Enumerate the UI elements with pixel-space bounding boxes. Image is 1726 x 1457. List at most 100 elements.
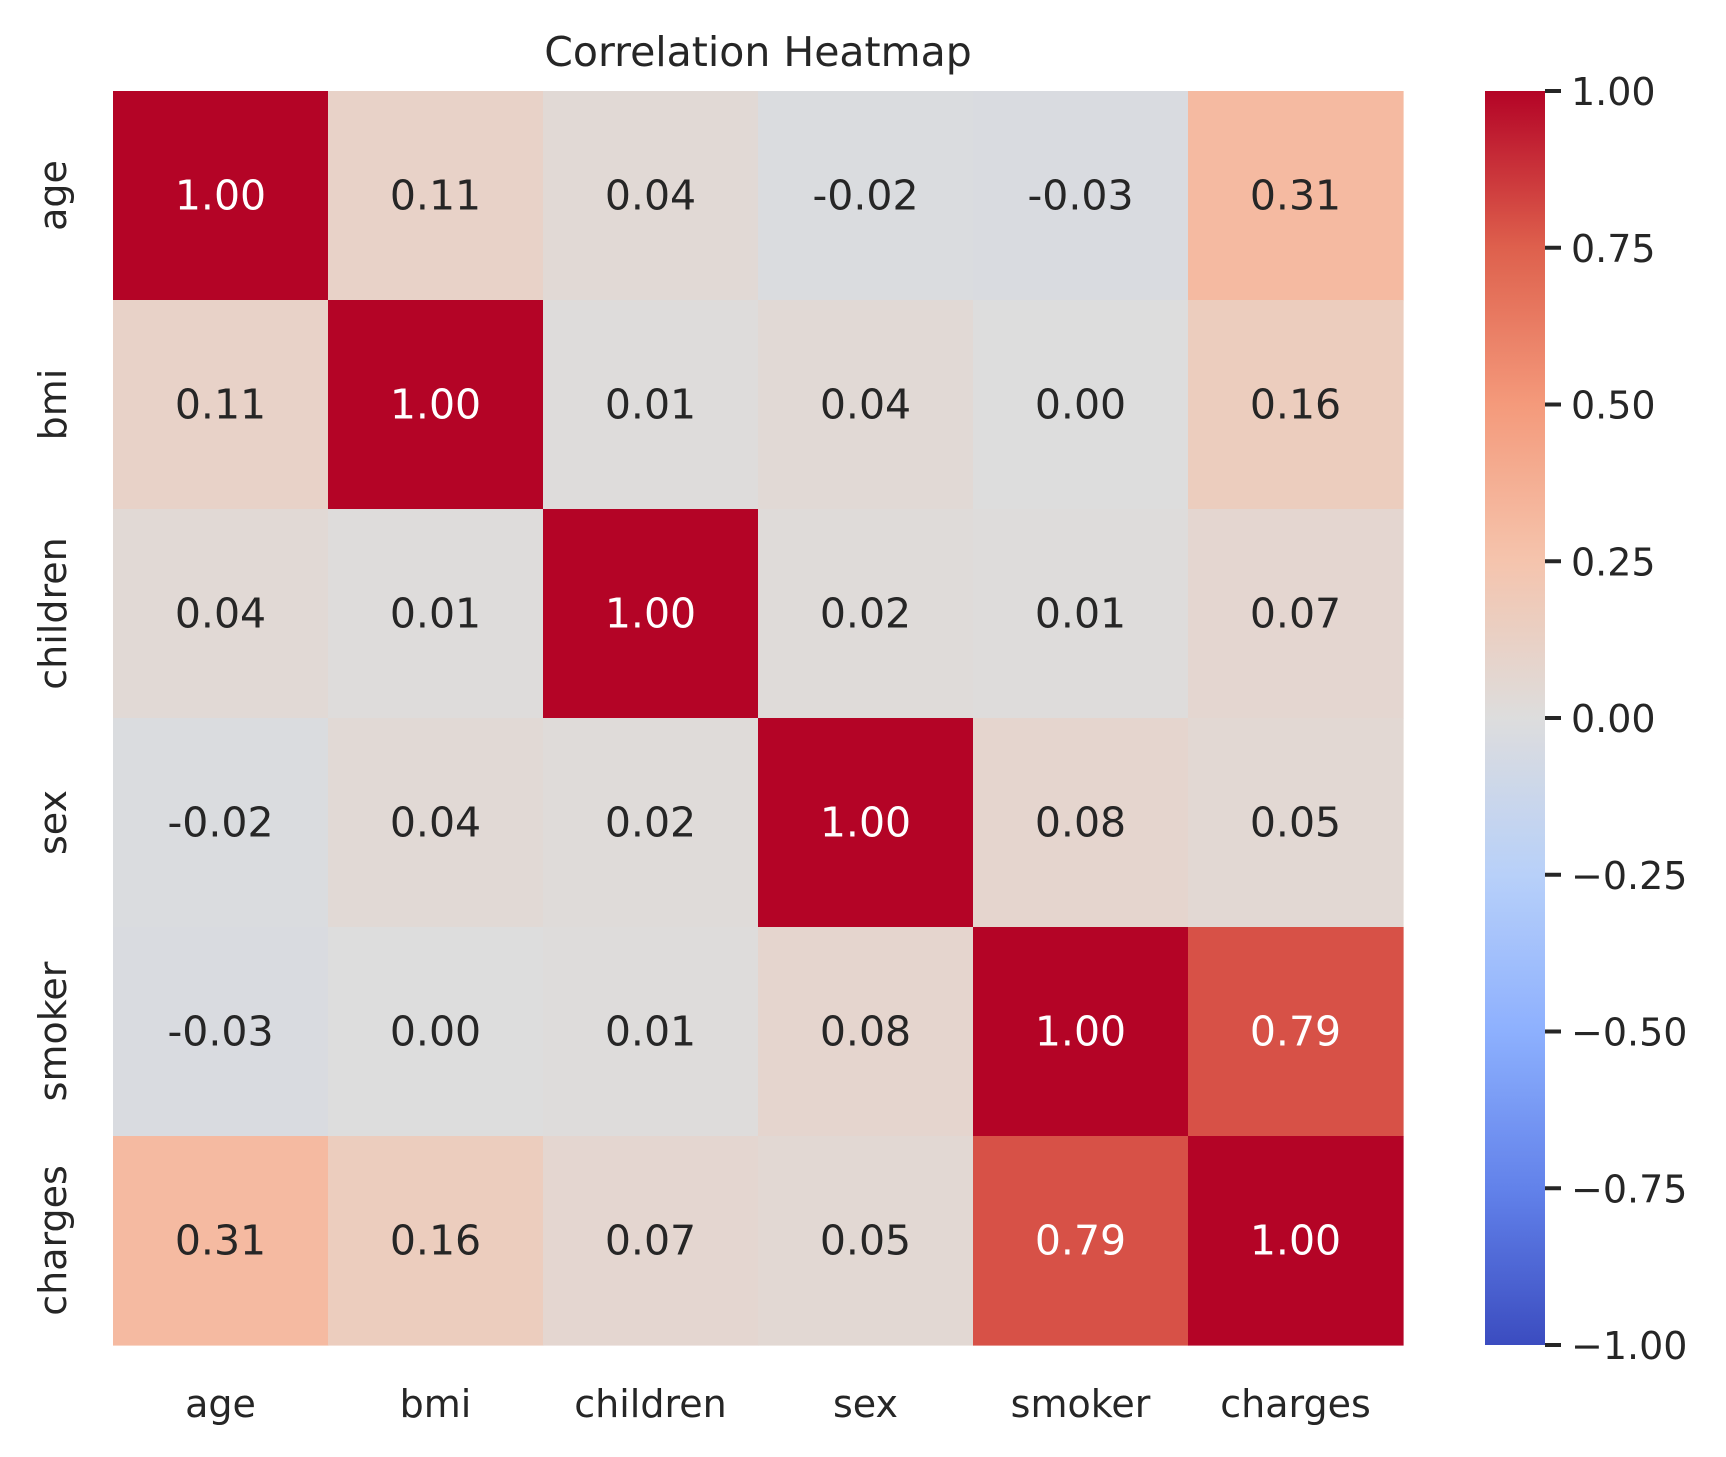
colorbar-tick-label: 0.00 — [1571, 697, 1656, 741]
heatmap-cell-charges-charges — [1188, 1136, 1404, 1346]
colorbar-tick-label: −0.50 — [1571, 1011, 1687, 1055]
cell-annotation-charges-charges: 1.00 — [1250, 1217, 1341, 1265]
y-tick-label-bmi: bmi — [31, 369, 75, 441]
cell-annotation-charges-children: 0.07 — [605, 1217, 696, 1265]
cell-annotation-bmi-sex: 0.04 — [820, 381, 911, 429]
x-axis-tick-labels: age bmi children sex smoker charges — [185, 1382, 1371, 1426]
y-tick-label-charges: charges — [31, 1165, 75, 1316]
cell-annotation-children-children: 1.00 — [605, 590, 696, 638]
cell-annotation-sex-smoker: 0.08 — [1035, 799, 1126, 847]
heatmap-cell-age-smoker — [973, 91, 1189, 301]
cell-annotation-children-age: 0.04 — [175, 590, 266, 638]
heatmap-cell-sex-smoker — [973, 718, 1189, 928]
heatmap-cells — [113, 91, 1404, 1346]
heatmap-cell-children-smoker — [973, 509, 1189, 719]
x-tick-label-sex: sex — [833, 1382, 898, 1426]
heatmap-cell-smoker-charges — [1188, 927, 1404, 1137]
cell-annotation-age-smoker: -0.03 — [1027, 172, 1133, 220]
x-tick-label-charges: charges — [1220, 1382, 1371, 1426]
colorbar-tick-label: 0.50 — [1571, 384, 1656, 428]
heatmap-cell-sex-children — [543, 718, 759, 928]
cell-annotation-children-bmi: 0.01 — [390, 590, 481, 638]
heatmap-cell-bmi-sex — [758, 300, 974, 510]
y-tick-label-children: children — [31, 537, 75, 689]
cell-annotation-smoker-charges: 0.79 — [1250, 1008, 1341, 1056]
heatmap-cell-bmi-smoker — [973, 300, 1189, 510]
heatmap-cell-age-age — [113, 91, 329, 301]
heatmap-cell-children-bmi — [328, 509, 544, 719]
heatmap-cell-smoker-children — [543, 927, 759, 1137]
heatmap-cell-charges-smoker — [973, 1136, 1189, 1346]
heatmap-cell-sex-charges — [1188, 718, 1404, 928]
cell-annotation-children-smoker: 0.01 — [1035, 590, 1126, 638]
y-tick-label-smoker: smoker — [31, 961, 75, 1101]
heatmap-cell-charges-age — [113, 1136, 329, 1346]
cell-annotation-children-charges: 0.07 — [1250, 590, 1341, 638]
cell-annotation-sex-bmi: 0.04 — [390, 799, 481, 847]
cell-annotation-age-charges: 0.31 — [1250, 172, 1341, 220]
cell-annotation-age-sex: -0.02 — [812, 172, 918, 220]
heatmap-cell-charges-sex — [758, 1136, 974, 1346]
heatmap-cell-age-children — [543, 91, 759, 301]
colorbar-tick-label: −0.25 — [1571, 854, 1687, 898]
heatmap-cell-children-charges — [1188, 509, 1404, 719]
colorbar-tick-label: −1.00 — [1571, 1324, 1687, 1368]
cell-annotation-smoker-bmi: 0.00 — [390, 1008, 481, 1056]
heatmap-cell-age-sex — [758, 91, 974, 301]
cell-annotation-bmi-charges: 0.16 — [1250, 381, 1341, 429]
heatmap-cell-charges-bmi — [328, 1136, 544, 1346]
heatmap-cell-sex-bmi — [328, 718, 544, 928]
cell-annotation-bmi-children: 0.01 — [605, 381, 696, 429]
cell-annotation-sex-sex: 1.00 — [820, 799, 911, 847]
cell-annotation-bmi-age: 0.11 — [175, 381, 266, 429]
cell-annotation-age-children: 0.04 — [605, 172, 696, 220]
cell-annotation-bmi-smoker: 0.00 — [1035, 381, 1126, 429]
y-axis-tick-labels: age bmi children sex smoker charges — [31, 160, 75, 1316]
heatmap-cell-children-sex — [758, 509, 974, 719]
heatmap-cell-children-children — [543, 509, 759, 719]
heatmap-cell-smoker-smoker — [973, 927, 1189, 1137]
heatmap-cell-charges-children — [543, 1136, 759, 1346]
chart-title: Correlation Heatmap — [544, 28, 971, 76]
cell-annotation-charges-age: 0.31 — [175, 1217, 266, 1265]
cell-annotation-sex-charges: 0.05 — [1250, 799, 1341, 847]
heatmap-cell-sex-sex — [758, 718, 974, 928]
cell-annotation-smoker-children: 0.01 — [605, 1008, 696, 1056]
y-tick-label-age: age — [31, 160, 75, 231]
heatmap-cell-sex-age — [113, 718, 329, 928]
heatmap-cell-age-charges — [1188, 91, 1404, 301]
cell-annotation-smoker-age: -0.03 — [167, 1008, 273, 1056]
colorbar-tick-label: 0.25 — [1571, 540, 1656, 584]
colorbar-tick-label: 0.75 — [1571, 227, 1656, 271]
cell-annotation-age-bmi: 0.11 — [390, 172, 481, 220]
heatmap-cell-bmi-bmi — [328, 300, 544, 510]
cell-annotation-bmi-bmi: 1.00 — [390, 381, 481, 429]
cell-annotation-charges-bmi: 0.16 — [390, 1217, 481, 1265]
x-tick-label-smoker: smoker — [1011, 1382, 1151, 1426]
heatmap-annotations: 1.00 0.11 0.04 -0.02 -0.03 0.31 0.11 1.00 0.01 0.… — [167, 172, 1341, 1265]
heatmap-cell-bmi-children — [543, 300, 759, 510]
cell-annotation-sex-age: -0.02 — [167, 799, 273, 847]
heatmap-cell-smoker-age — [113, 927, 329, 1137]
cell-annotation-smoker-smoker: 1.00 — [1035, 1008, 1126, 1056]
heatmap-cell-bmi-age — [113, 300, 329, 510]
colorbar-tick-label: −0.75 — [1571, 1167, 1687, 1211]
colorbar: 1.00 0.75 0.50 0.25 0.00 −0.25 −0.50 −0.75 −1.00 — [1485, 70, 1687, 1368]
heatmap-cell-smoker-sex — [758, 927, 974, 1137]
cell-annotation-charges-sex: 0.05 — [820, 1217, 911, 1265]
cell-annotation-children-sex: 0.02 — [820, 590, 911, 638]
cell-annotation-age-age: 1.00 — [175, 172, 266, 220]
cell-annotation-smoker-sex: 0.08 — [820, 1008, 911, 1056]
colorbar-tick-label: 1.00 — [1571, 70, 1656, 114]
x-tick-label-bmi: bmi — [400, 1382, 472, 1426]
heatmap-cell-smoker-bmi — [328, 927, 544, 1137]
heatmap-cell-age-bmi — [328, 91, 544, 301]
heatmap-cell-children-age — [113, 509, 329, 719]
cell-annotation-sex-children: 0.02 — [605, 799, 696, 847]
x-tick-label-children: children — [574, 1382, 726, 1426]
y-tick-label-sex: sex — [31, 790, 75, 855]
colorbar-gradient — [1485, 91, 1545, 1345]
heatmap-cell-bmi-charges — [1188, 300, 1404, 510]
